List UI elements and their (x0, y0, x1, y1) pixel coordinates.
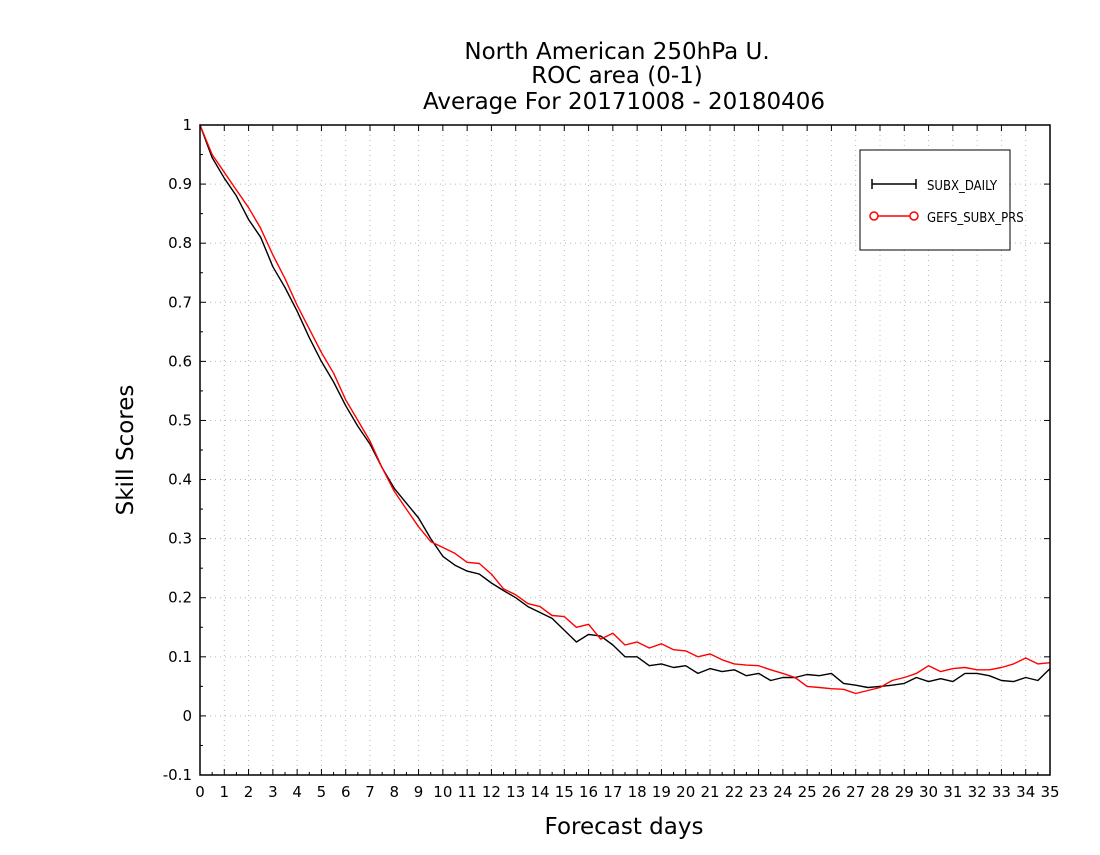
x-tick-label: 20 (676, 783, 695, 801)
y-tick-label: 0.5 (168, 411, 192, 429)
y-tick-label: 0.6 (168, 352, 192, 370)
x-tick-label: 3 (268, 783, 278, 801)
y-axis-title: Skill Scores (113, 385, 139, 516)
x-tick-label: 9 (414, 783, 424, 801)
y-tick-label: 1 (182, 116, 192, 134)
x-tick-label: 6 (341, 783, 351, 801)
x-tick-label: 30 (919, 783, 938, 801)
y-tick-label: 0.2 (168, 589, 192, 607)
x-tick-label: 5 (317, 783, 327, 801)
x-tick-label: 1 (220, 783, 230, 801)
x-tick-label: 4 (292, 783, 302, 801)
x-tick-label: 19 (652, 783, 671, 801)
series-line-gefs-subx-prs (199, 124, 1051, 695)
legend-box (859, 149, 1011, 251)
chart-title-line-1: North American 250hPa U. (464, 39, 769, 65)
x-tick-label: 2 (244, 783, 254, 801)
legend-label-gefs-subx-prs: GEFS_SUBX_PRS (927, 211, 1024, 226)
chart-title-line-2: ROC area (0-1) (531, 63, 703, 89)
legend-swatches (869, 179, 919, 221)
y-tick-label: 0.9 (168, 175, 192, 193)
legend-circle-marker (909, 211, 919, 221)
x-tick-label: 26 (822, 783, 841, 801)
x-tick-label: 29 (895, 783, 914, 801)
x-tick-label: 35 (1040, 783, 1059, 801)
y-tick-labels: -0.1 0 0.1 0.2 0.3 0.4 0.5 0.6 0.7 0.8 0.9 1 (163, 116, 192, 784)
x-tick-label: 15 (555, 783, 574, 801)
x-tick-label: 33 (992, 783, 1011, 801)
x-tick-label: 12 (482, 783, 501, 801)
legend-circle-marker (869, 211, 879, 221)
tick-marks (199, 124, 1051, 776)
x-tick-label: 21 (700, 783, 719, 801)
x-tick-label: 34 (1016, 783, 1035, 801)
x-tick-label: 24 (773, 783, 792, 801)
x-tick-label: 14 (530, 783, 549, 801)
x-tick-label: 13 (506, 783, 525, 801)
y-tick-label: 0.3 (168, 530, 192, 548)
x-tick-label: 22 (725, 783, 744, 801)
x-tick-label: 25 (798, 783, 817, 801)
x-tick-label: 16 (579, 783, 598, 801)
legend-label-subx-daily: SUBX_DAILY (927, 179, 998, 194)
x-tick-label: 28 (870, 783, 889, 801)
x-tick-label: 10 (433, 783, 452, 801)
x-tick-label: 32 (968, 783, 987, 801)
x-axis-title: Forecast days (545, 814, 704, 840)
y-tick-label: 0 (182, 707, 192, 725)
x-tick-label: 31 (943, 783, 962, 801)
series-line-subx-daily (199, 124, 1051, 689)
x-tick-label: 23 (749, 783, 768, 801)
x-tick-label: 11 (458, 783, 477, 801)
y-tick-label: 0.7 (168, 293, 192, 311)
x-tick-label: 18 (628, 783, 647, 801)
x-tick-label: 8 (390, 783, 400, 801)
x-tick-labels: 0 1 2 3 4 5 6 7 8 9 10 11 12 13 14 15 16 17 18 19 20 21 22 23 24… (195, 783, 1059, 801)
x-tick-label: 0 (195, 783, 205, 801)
series-layer (199, 124, 1051, 695)
legend: SUBX_DAILY GEFS_SUBX_PRS (859, 149, 1024, 251)
x-tick-label: 17 (603, 783, 622, 801)
y-tick-label: 0.4 (168, 471, 192, 489)
x-tick-label: 7 (365, 783, 375, 801)
x-tick-label: 27 (846, 783, 865, 801)
y-tick-label: 0.1 (168, 648, 192, 666)
y-tick-label: -0.1 (163, 766, 192, 784)
grid-lines (200, 125, 1050, 775)
y-tick-label: 0.8 (168, 234, 192, 252)
chart-title-line-3: Average For 20171008 - 20180406 (423, 89, 825, 115)
